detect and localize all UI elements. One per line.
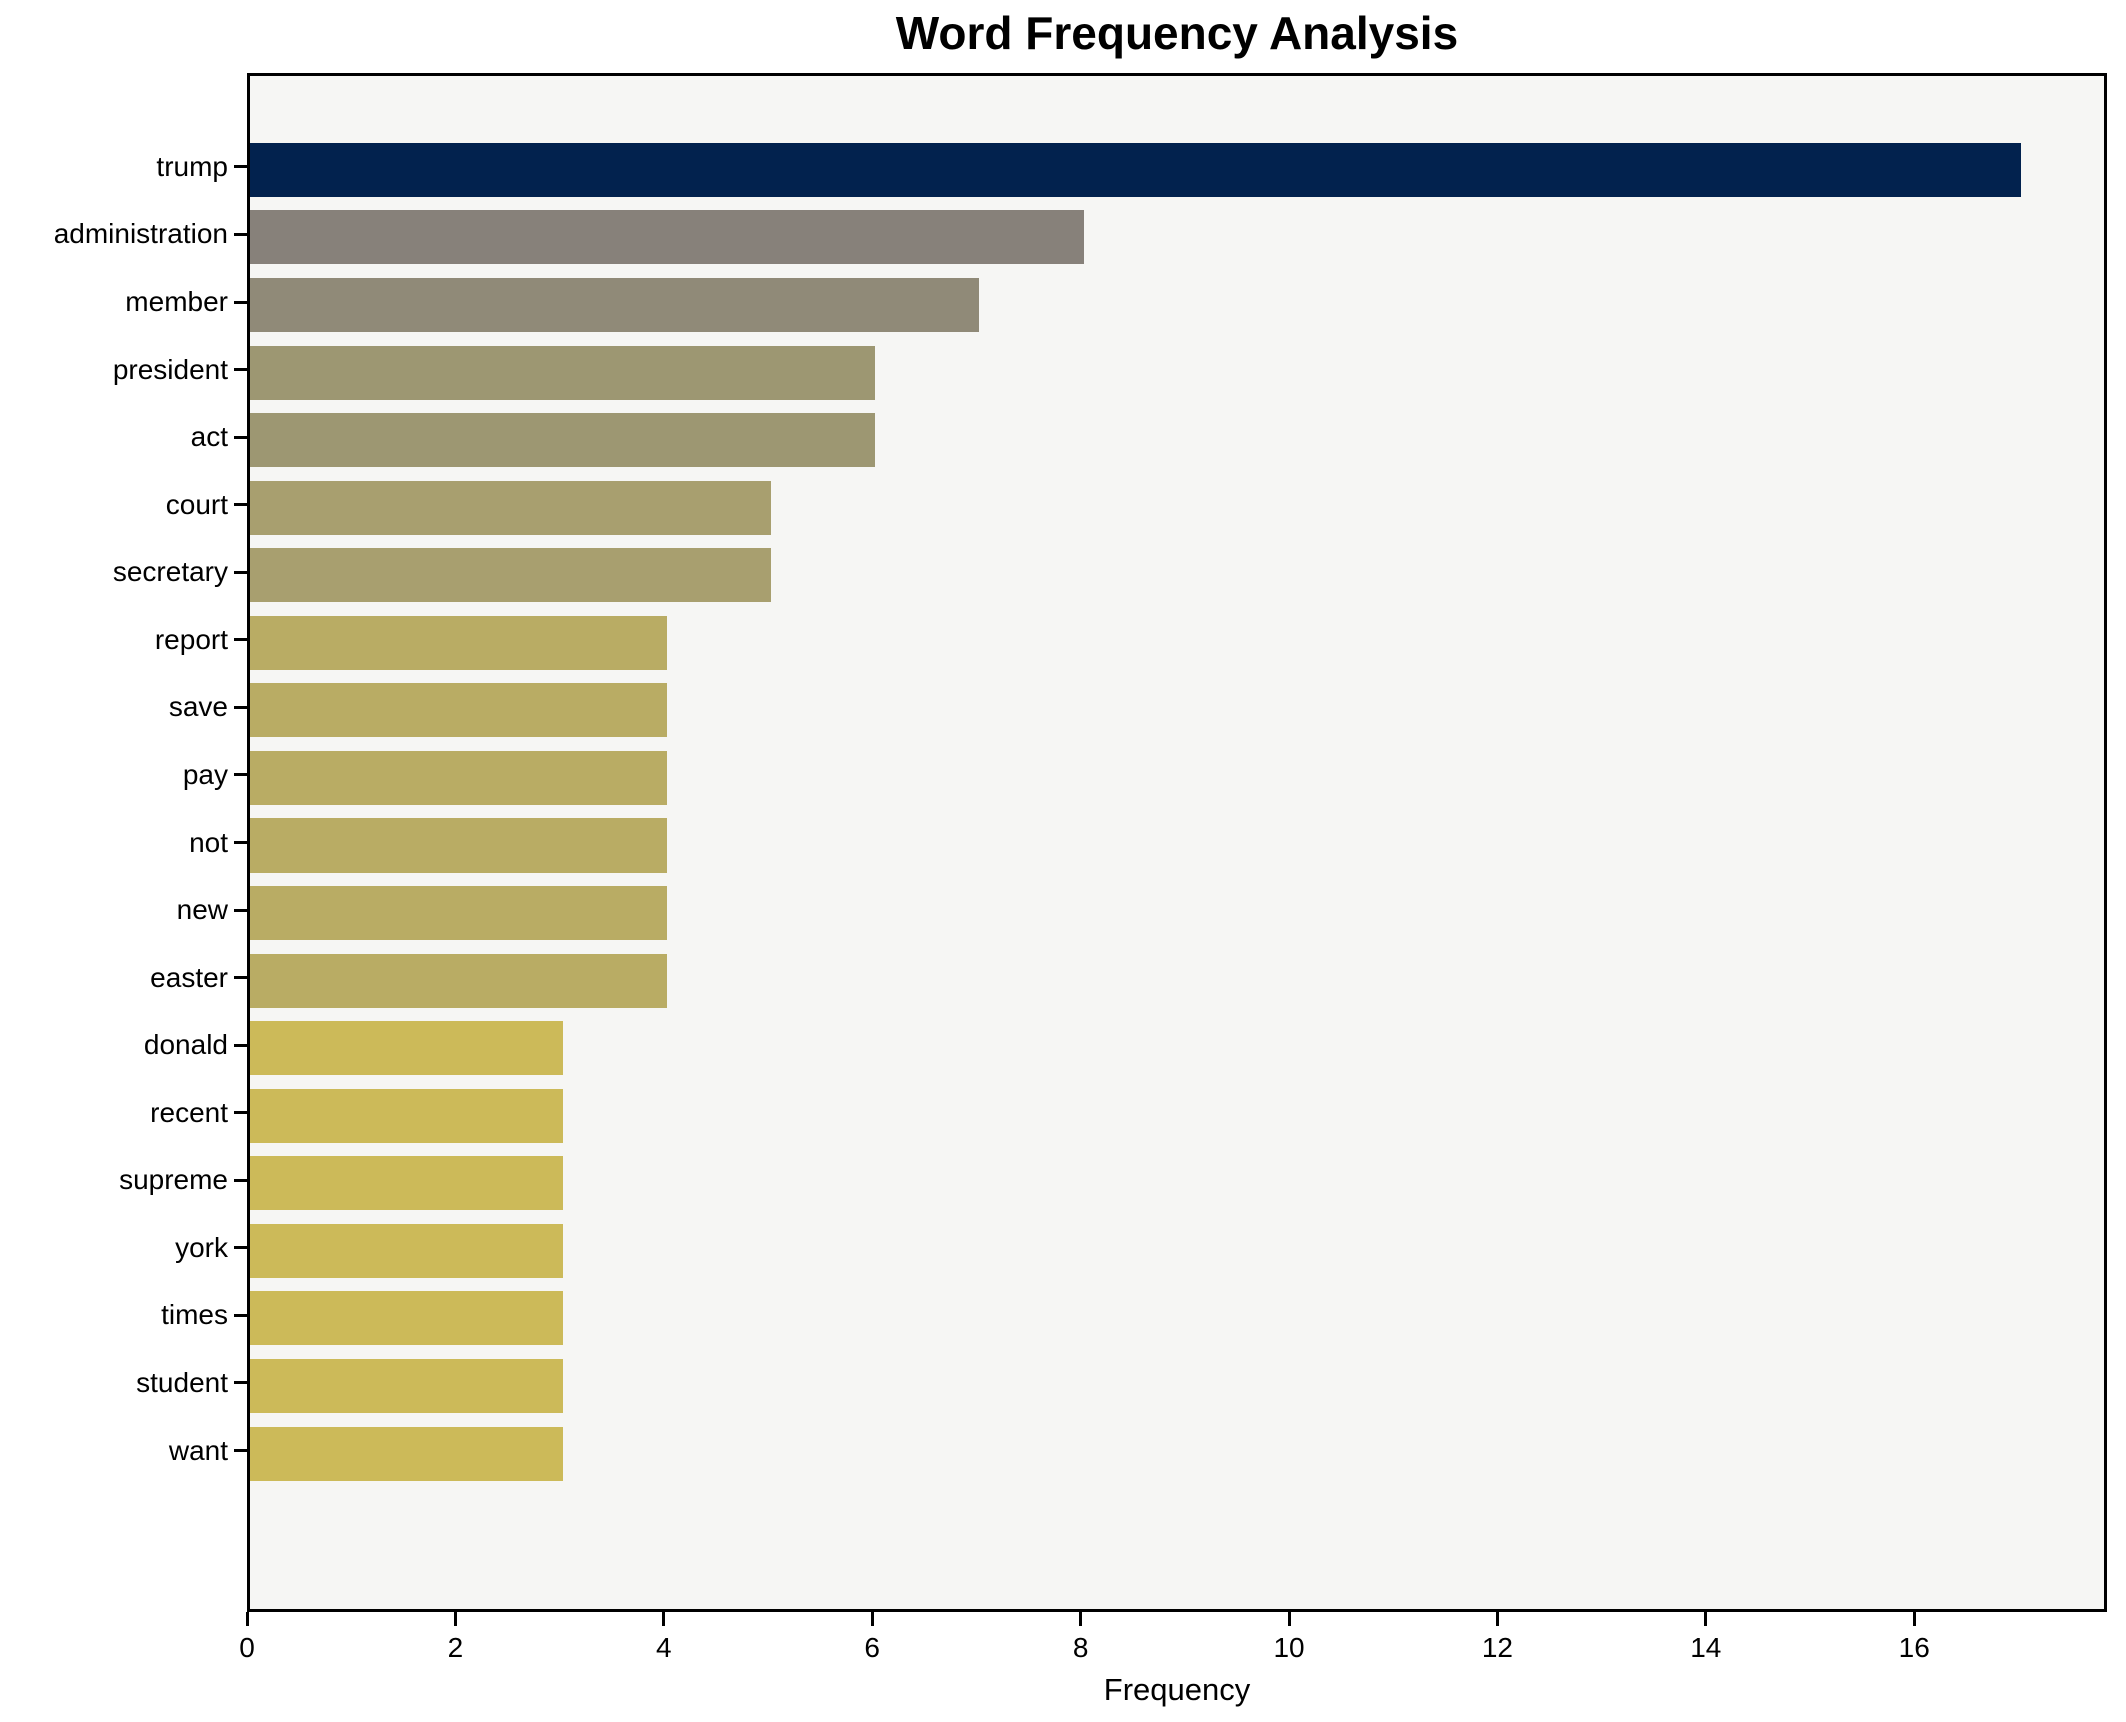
- x-tick-label-6: 6: [864, 1632, 880, 1663]
- y-tick-mark: [234, 503, 247, 507]
- y-tick-label-trump: trump: [156, 150, 228, 182]
- x-tick-mark: [1704, 1612, 1708, 1626]
- y-tick-label-donald: donald: [143, 1029, 228, 1061]
- x-tick-mark: [662, 1612, 666, 1626]
- x-tick-label-16: 16: [1898, 1632, 1930, 1663]
- bar-member: [250, 278, 980, 333]
- y-tick-mark: [234, 1449, 247, 1453]
- y-tick-label-secretary: secretary: [112, 556, 228, 588]
- y-tick-mark: [234, 1178, 247, 1182]
- y-tick-mark: [234, 165, 247, 169]
- x-tick-mark: [1495, 1612, 1499, 1626]
- bar-easter: [250, 953, 667, 1008]
- y-tick-label-want: want: [168, 1434, 228, 1466]
- y-tick-mark: [234, 1246, 247, 1250]
- y-tick-mark: [234, 435, 247, 439]
- y-tick-label-save: save: [168, 691, 228, 723]
- y-tick-label-report: report: [154, 623, 228, 655]
- y-tick-mark: [234, 570, 247, 574]
- bar-report: [250, 615, 667, 670]
- y-tick-mark: [234, 976, 247, 980]
- bar-secretary: [250, 548, 771, 603]
- y-tick-label-administration: administration: [53, 218, 228, 250]
- x-tick-label-8: 8: [1072, 1632, 1089, 1663]
- x-tick-label-10: 10: [1273, 1632, 1305, 1663]
- bar-pay: [250, 750, 667, 805]
- y-tick-mark: [234, 368, 247, 372]
- plot-area: [247, 73, 2107, 1612]
- y-tick-mark: [234, 1381, 247, 1385]
- y-tick-label-president: president: [112, 353, 228, 385]
- y-tick-label-supreme: supreme: [119, 1164, 228, 1196]
- bar-trump: [250, 142, 2022, 197]
- bar-act: [250, 413, 876, 468]
- bar-administration: [250, 210, 1084, 265]
- y-tick-mark: [234, 300, 247, 304]
- y-tick-label-york: york: [175, 1231, 228, 1263]
- y-tick-mark: [234, 1111, 247, 1115]
- x-tick-label-14: 14: [1690, 1632, 1722, 1663]
- y-tick-label-easter: easter: [150, 961, 228, 993]
- bar-york: [250, 1223, 563, 1278]
- x-tick-label-12: 12: [1481, 1632, 1513, 1663]
- bar-president: [250, 345, 876, 400]
- x-tick-label-2: 2: [447, 1632, 464, 1663]
- y-tick-mark: [234, 1043, 247, 1047]
- y-tick-label-student: student: [136, 1366, 228, 1398]
- y-tick-mark: [234, 638, 247, 642]
- y-tick-label-act: act: [190, 421, 228, 453]
- x-tick-label-4: 4: [656, 1632, 672, 1663]
- bar-times: [250, 1291, 563, 1346]
- y-tick-label-pay: pay: [182, 758, 228, 790]
- y-tick-mark: [234, 705, 247, 709]
- x-tick-label-0: 0: [239, 1632, 255, 1663]
- bar-donald: [250, 1021, 563, 1076]
- bar-not: [250, 818, 667, 873]
- bar-student: [250, 1358, 563, 1413]
- bar-supreme: [250, 1156, 563, 1211]
- x-tick-mark: [1287, 1612, 1291, 1626]
- bar-save: [250, 683, 667, 738]
- y-tick-mark: [234, 908, 247, 912]
- y-tick-mark: [234, 232, 247, 236]
- x-tick-mark: [245, 1612, 249, 1626]
- bar-new: [250, 886, 667, 941]
- y-tick-label-new: new: [176, 894, 228, 926]
- x-tick-mark: [1912, 1612, 1916, 1626]
- x-tick-mark: [453, 1612, 457, 1626]
- y-tick-label-court: court: [165, 488, 228, 520]
- y-tick-mark: [234, 773, 247, 777]
- y-tick-mark: [234, 1313, 247, 1317]
- bar-recent: [250, 1088, 563, 1143]
- x-axis-title: Frequency: [1103, 1672, 1251, 1707]
- y-tick-label-member: member: [125, 286, 228, 318]
- y-tick-label-recent: recent: [150, 1096, 228, 1128]
- x-tick-mark: [1079, 1612, 1083, 1626]
- y-tick-mark: [234, 841, 247, 844]
- chart-title: Word Frequency Analysis: [895, 7, 1459, 59]
- y-tick-label-times: times: [161, 1299, 228, 1331]
- x-tick-mark: [870, 1612, 874, 1626]
- bar-want: [250, 1426, 563, 1481]
- bar-court: [250, 480, 771, 535]
- y-tick-label-not: not: [189, 826, 228, 858]
